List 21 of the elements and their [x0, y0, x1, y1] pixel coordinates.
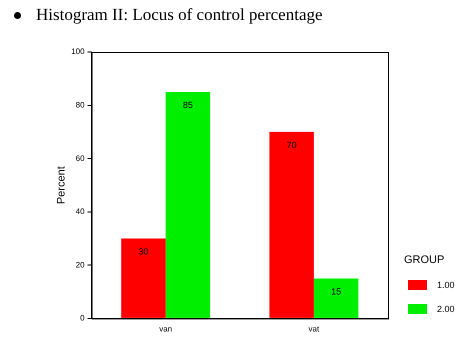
data-label: 85: [182, 100, 193, 110]
data-label: 70: [286, 140, 297, 150]
legend-title: GROUP: [404, 254, 446, 266]
y-tick-label: 60: [76, 154, 86, 163]
data-label: 30: [138, 246, 148, 256]
y-tick-label: 40: [76, 207, 86, 216]
x-tick-label: vat: [308, 324, 320, 334]
bar: [121, 238, 166, 318]
legend-label: 2.00: [437, 304, 455, 314]
x-tick-label: van: [159, 324, 172, 334]
bar: [269, 132, 314, 318]
y-tick-label: 80: [76, 100, 86, 110]
y-tick-label: 0: [80, 314, 86, 323]
y-axis-title: Percent: [56, 166, 68, 204]
y-tick-label: 100: [71, 47, 86, 56]
bar: [166, 92, 210, 318]
chart-title: Histogram II: Locus of control percentage: [36, 5, 323, 25]
bar: [314, 278, 358, 318]
data-label: 15: [331, 286, 342, 296]
legend-label: 1.00: [437, 280, 455, 290]
y-tick-label: 20: [76, 260, 86, 270]
